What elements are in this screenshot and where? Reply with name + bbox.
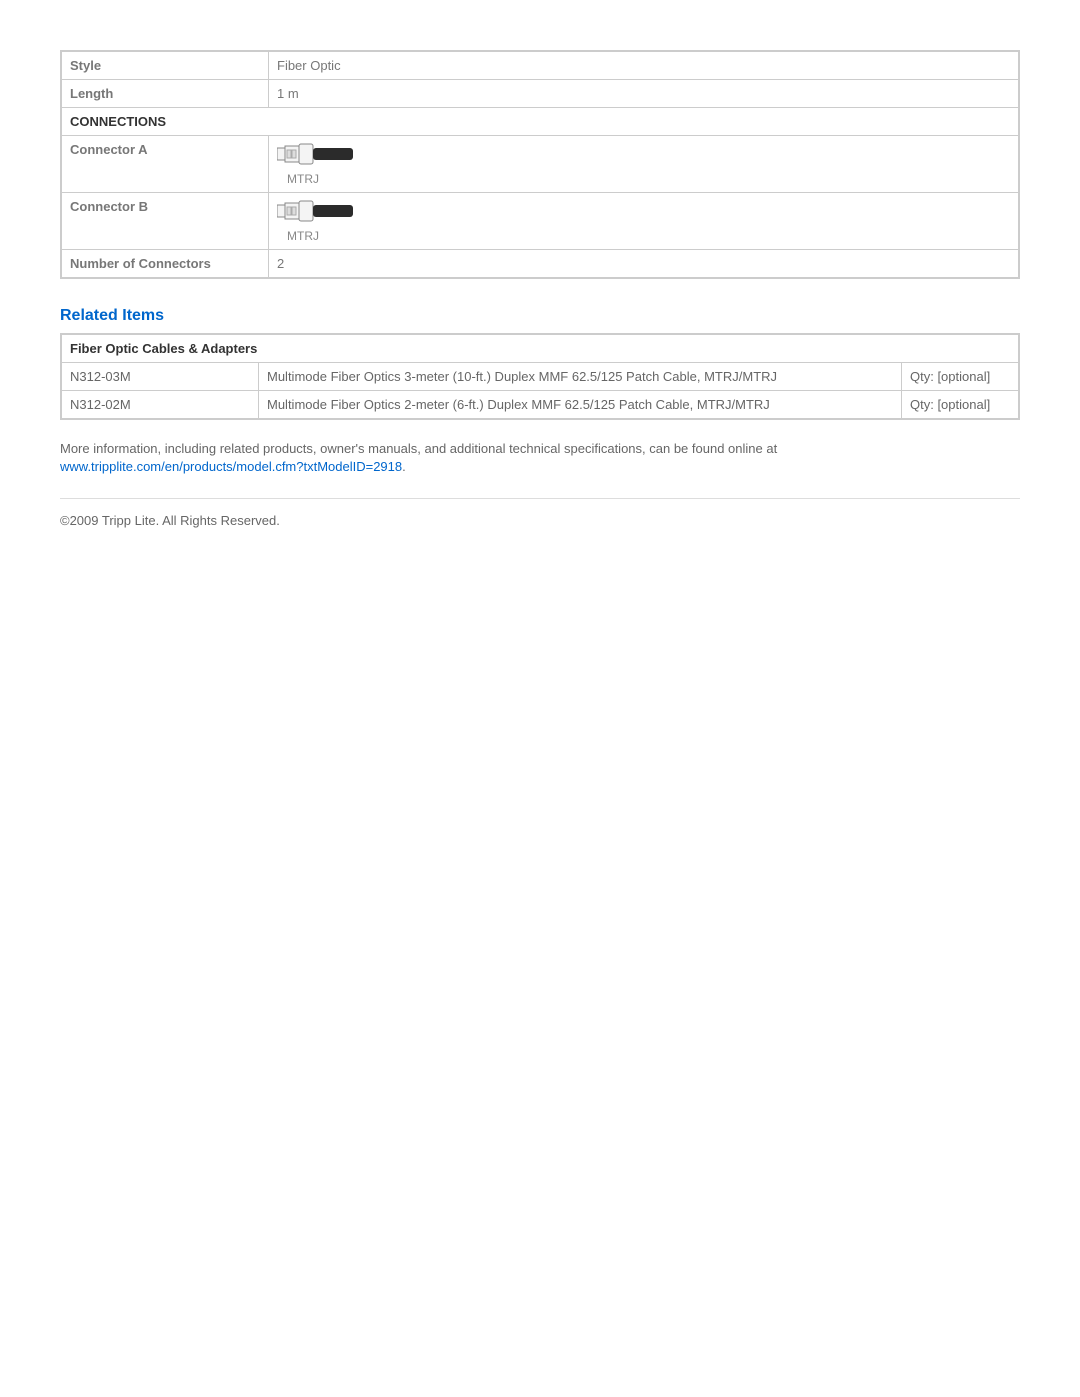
related-qty: Qty: [optional] — [902, 391, 1020, 420]
more-info-text: More information, including related prod… — [60, 440, 1020, 476]
spec-connector-a-value: MTRJ — [269, 136, 1020, 193]
mtrj-connector-icon — [277, 142, 1010, 169]
divider — [60, 498, 1020, 499]
more-info-trail: . — [402, 459, 406, 474]
spec-table: Style Fiber Optic Length 1 m CONNECTIONS… — [60, 50, 1020, 279]
spec-connector-b-caption: MTRJ — [287, 229, 319, 243]
related-row: N312-03M Multimode Fiber Optics 3-meter … — [61, 363, 1019, 391]
spec-connector-b-label: Connector B — [61, 193, 269, 250]
related-desc: Multimode Fiber Optics 2-meter (6-ft.) D… — [259, 391, 902, 420]
more-info-prefix: More information, including related prod… — [60, 441, 777, 456]
spec-section-connections: CONNECTIONS — [61, 108, 1019, 136]
spec-style-value: Fiber Optic — [269, 51, 1020, 80]
related-items-heading: Related Items — [60, 307, 1020, 325]
related-sku: N312-03M — [61, 363, 259, 391]
spec-num-connectors-label: Number of Connectors — [61, 250, 269, 279]
spec-connector-b-value: MTRJ — [269, 193, 1020, 250]
related-table-header: Fiber Optic Cables & Adapters — [61, 334, 1019, 363]
spec-length-value: 1 m — [269, 80, 1020, 108]
related-sku: N312-02M — [61, 391, 259, 420]
spec-style-label: Style — [61, 51, 269, 80]
more-info-link[interactable]: www.tripplite.com/en/products/model.cfm?… — [60, 459, 402, 474]
related-row: N312-02M Multimode Fiber Optics 2-meter … — [61, 391, 1019, 420]
spec-connector-a-caption: MTRJ — [287, 172, 319, 186]
mtrj-connector-icon — [277, 199, 1010, 226]
spec-connector-a-label: Connector A — [61, 136, 269, 193]
copyright: ©2009 Tripp Lite. All Rights Reserved. — [60, 513, 1020, 528]
related-qty: Qty: [optional] — [902, 363, 1020, 391]
related-items-table: Fiber Optic Cables & Adapters N312-03M M… — [60, 333, 1020, 420]
related-desc: Multimode Fiber Optics 3-meter (10-ft.) … — [259, 363, 902, 391]
spec-num-connectors-value: 2 — [269, 250, 1020, 279]
spec-length-label: Length — [61, 80, 269, 108]
